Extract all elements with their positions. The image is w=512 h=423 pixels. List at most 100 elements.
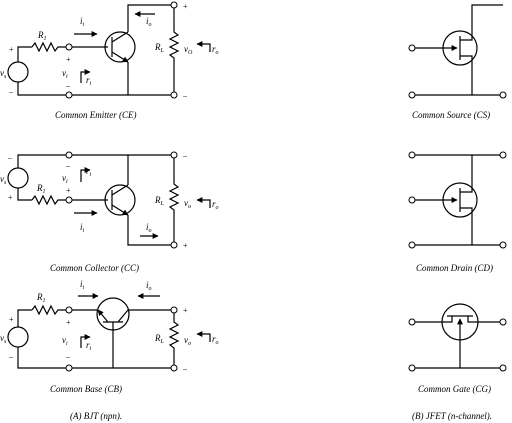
cb-ro-arrow: [196, 331, 211, 342]
cs-output-ground-node: [499, 91, 507, 99]
cb-caption: Common Base (CB): [50, 384, 122, 394]
cb-vo-label: vo: [184, 335, 191, 347]
cc-rl-label: RL: [154, 195, 165, 207]
cc-rl-resistor: [168, 155, 180, 245]
cd-output-ground-node: [499, 151, 507, 159]
cd-caption: Common Drain (CD): [416, 263, 493, 273]
jfet-footer: (B) JFET (n-channel).: [412, 411, 492, 421]
cg-output-ground-node: [499, 364, 507, 372]
cc-output-plus: +: [183, 241, 188, 250]
cc-vi-label: vi: [62, 173, 68, 185]
cb-ii-label: ii: [80, 279, 85, 291]
ce-rl-label: RL: [154, 42, 165, 54]
ce-source-minus: –: [8, 87, 14, 96]
cb-source-vs: [7, 326, 29, 348]
cc-source-vs: [7, 167, 29, 189]
ce-r1-resistor: [31, 41, 66, 53]
cb-vs-label: vs: [0, 333, 7, 345]
cc-output-minus: –: [182, 151, 188, 160]
cb-ri-label: ri: [86, 340, 92, 352]
cb-vi-label: vi: [62, 335, 68, 347]
cb-output-minus: –: [182, 364, 188, 373]
ce-ri-arrow: [80, 69, 91, 83]
ce-input-minus: –: [65, 81, 71, 90]
ce-source-plus: +: [9, 45, 14, 54]
cb-io-label: io: [146, 280, 152, 292]
cg-input-node: [408, 318, 416, 326]
cs-input-ground-node: [408, 91, 416, 99]
cc-r1-resistor: [31, 194, 66, 206]
cc-input-node: [65, 196, 73, 204]
cb-ri-arrow: [80, 334, 91, 348]
cc-circuit: – + vs R1 – + vi ri ii io RL – + vo ro C…: [0, 151, 219, 273]
ce-circuit: + – vs R1 + – vi ri ii io RL: [0, 1, 219, 120]
ce-caption: Common Emitter (CE): [55, 110, 137, 120]
cb-output-plus: +: [183, 306, 188, 315]
cd-output-node: [499, 241, 507, 249]
cg-output-node: [499, 318, 507, 326]
cc-vo-label: vo: [184, 198, 191, 210]
cd-input-node: [408, 196, 416, 204]
cg-caption: Common Gate (CG): [418, 384, 491, 394]
ce-input-ground-node: [65, 91, 73, 99]
cd-circuit: Common Drain (CD): [408, 151, 507, 273]
cc-input-ground-node: [65, 151, 73, 159]
ce-vi-label: vi: [62, 68, 68, 80]
cc-ri-arrow: [80, 167, 91, 182]
ce-rl-resistor: [168, 5, 180, 95]
ce-io-label: io: [146, 16, 152, 28]
cb-output-node: [170, 306, 178, 314]
cc-npn-transistor: [104, 184, 136, 216]
cc-source-plus: +: [8, 193, 13, 202]
cb-input-minus: –: [65, 352, 71, 361]
ce-vs-label: vs: [0, 68, 7, 80]
ce-input-plus: +: [66, 55, 71, 64]
cb-output-ground-node: [170, 364, 178, 372]
cb-input-node: [65, 306, 73, 314]
ce-ii-label: ii: [80, 16, 85, 28]
ce-output-minus: –: [182, 91, 188, 100]
ce-output-plus: +: [183, 2, 188, 11]
cc-ro-arrow: [196, 197, 211, 208]
cb-rl-label: RL: [154, 333, 165, 345]
ce-vo-label: vO: [184, 44, 193, 56]
ce-r1-label: R1: [37, 30, 47, 42]
cc-vs-label: vs: [0, 174, 7, 186]
cs-jfet: [442, 30, 478, 66]
cb-input-ground-node: [65, 364, 73, 372]
cc-ii-label: ii: [80, 222, 85, 234]
ce-source-vs: [7, 61, 29, 83]
ce-npn-transistor: [104, 31, 136, 63]
cc-ro-label: ro: [212, 199, 219, 211]
ce-input-node: [65, 43, 73, 51]
cb-r1-resistor: [31, 304, 66, 316]
cb-ro-label: ro: [212, 334, 219, 346]
cb-rl-resistor: [168, 310, 180, 368]
cg-input-ground-node: [408, 364, 416, 372]
cc-io-label: io: [146, 222, 152, 234]
cg-circuit: Common Gate (CG): [408, 303, 507, 394]
cb-input-plus: +: [66, 318, 71, 327]
cc-caption: Common Collector (CC): [50, 263, 139, 273]
ce-output-node: [170, 1, 178, 9]
ce-ri-label: ri: [86, 75, 92, 87]
cb-circuit: + – vs R1 + – vi ri ii io RL + – vo ro C…: [0, 279, 219, 394]
bjt-footer: (A) BJT (npn).: [70, 411, 122, 421]
cc-source-minus: –: [7, 153, 13, 162]
cc-output-ground-node: [170, 151, 178, 159]
cc-ri-label: ri: [86, 166, 92, 178]
cc-r1-label: R1: [36, 183, 46, 195]
cc-input-plus: +: [66, 186, 71, 195]
cc-input-minus: –: [65, 161, 71, 170]
ce-ro-arrow: [196, 41, 211, 52]
ce-output-ground-node: [170, 91, 178, 99]
ce-ro-label: ro: [212, 44, 219, 56]
cb-source-minus: –: [8, 352, 14, 361]
cb-source-plus: +: [9, 315, 14, 324]
cd-jfet: [442, 182, 478, 218]
cb-r1-label: R1: [36, 292, 46, 304]
cs-caption: Common Source (CS): [412, 110, 490, 120]
cc-output-node: [170, 241, 178, 249]
cd-output-left-node: [408, 241, 416, 249]
